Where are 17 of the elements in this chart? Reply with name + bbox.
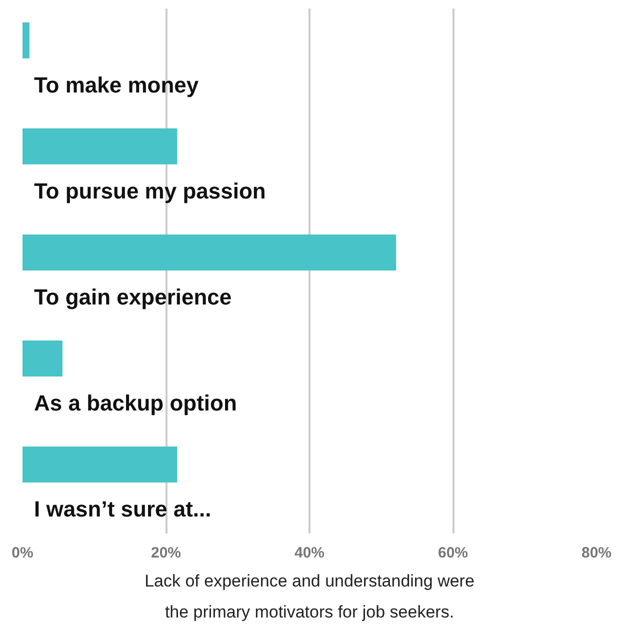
y-tick-label: To gain experience	[34, 284, 232, 310]
bar	[22, 234, 396, 270]
y-tick-label: To make money	[34, 72, 200, 98]
text: the primary motivators for job seekers.	[164, 602, 454, 622]
bar	[22, 446, 178, 483]
bar	[22, 128, 178, 164]
x-tick-label: 80%	[581, 544, 612, 562]
x-tick-label: 0%	[12, 544, 34, 562]
y-tick-label: I wasn’t sure at...	[34, 496, 212, 522]
x-tick-label: 20%	[150, 544, 182, 562]
y-tick-label: As a backup option	[34, 390, 237, 416]
bar	[22, 340, 62, 376]
x-tick-label: 60%	[438, 544, 468, 562]
bar	[22, 22, 30, 58]
x-tick-label: 40%	[294, 544, 325, 562]
y-tick-label: To pursue my passion	[34, 178, 266, 204]
text: Lack of experience and understanding were	[144, 572, 474, 590]
